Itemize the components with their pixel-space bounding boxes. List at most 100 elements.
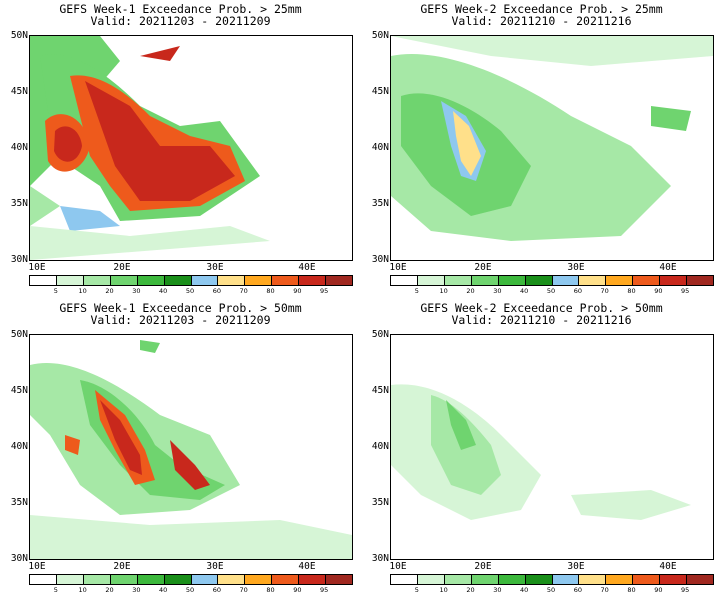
lat-label-50n: 50N xyxy=(10,329,28,340)
probability-map xyxy=(29,334,353,560)
colorbar-tick-label: 10 xyxy=(439,586,448,594)
colorbar-swatch xyxy=(660,276,688,285)
colorbar xyxy=(390,574,714,585)
colorbar-tick-label: 90 xyxy=(293,586,302,594)
colorbar-swatch xyxy=(579,575,607,584)
colorbar-tick-label: 10 xyxy=(78,287,87,295)
colorbar-swatch xyxy=(606,276,634,285)
colorbar-swatch xyxy=(110,276,138,285)
map-canvas xyxy=(391,384,691,520)
lon-label-10e: 10E xyxy=(389,561,407,572)
lat-label-50n: 50N xyxy=(371,329,389,340)
colorbar-swatch xyxy=(417,276,445,285)
colorbar xyxy=(29,275,353,286)
colorbar-tick-label: 60 xyxy=(573,287,582,295)
colorbar-tick-label: 95 xyxy=(681,586,690,594)
lat-label-35n: 35N xyxy=(10,497,28,508)
colorbar-tick-label: 5 xyxy=(53,586,58,594)
panel-valid-dates: Valid: 20211210 - 20211216 xyxy=(451,14,632,28)
colorbar-tick-label: 60 xyxy=(212,586,221,594)
colorbar-tick-label: 20 xyxy=(105,287,114,295)
lon-label-30e: 30E xyxy=(567,561,585,572)
lat-label-45n: 45N xyxy=(371,385,389,396)
colorbar-swatch xyxy=(164,575,192,584)
colorbar-tick-label: 95 xyxy=(320,287,329,295)
colorbar-tick-label: 40 xyxy=(520,586,529,594)
panel-title: GEFS Week-1 Exceedance Prob. > 50mm xyxy=(59,301,302,315)
lat-label-35n: 35N xyxy=(371,497,389,508)
colorbar-tick-label: 80 xyxy=(627,287,636,295)
lat-label-35n: 35N xyxy=(10,198,28,209)
colorbar-tick-label: 50 xyxy=(546,287,556,295)
colorbar-swatch xyxy=(164,276,192,285)
colorbar-swatch xyxy=(498,276,526,285)
colorbar-tick-label: 50 xyxy=(185,586,195,594)
lat-label-50n: 50N xyxy=(10,30,28,41)
colorbar-swatch xyxy=(326,276,353,285)
colorbar-swatch xyxy=(30,276,57,285)
colorbar-tick-label: 60 xyxy=(212,287,221,295)
colorbar-tick-label: 90 xyxy=(654,586,663,594)
colorbar-swatch xyxy=(137,575,165,584)
colorbar-swatch xyxy=(326,575,353,584)
colorbar-swatch xyxy=(83,276,111,285)
colorbar xyxy=(29,574,353,585)
colorbar xyxy=(390,275,714,286)
colorbar-tick-label: 30 xyxy=(132,287,141,295)
colorbar-tick-label: 40 xyxy=(520,287,529,295)
colorbar-tick-label: 5 xyxy=(53,287,58,295)
colorbar-swatch xyxy=(391,276,418,285)
colorbar-swatch xyxy=(272,276,300,285)
colorbar-tick-label: 40 xyxy=(159,287,168,295)
colorbar-swatch xyxy=(579,276,607,285)
lon-label-40e: 40E xyxy=(298,262,316,273)
lon-label-10e: 10E xyxy=(389,262,407,273)
lon-label-30e: 30E xyxy=(206,561,224,572)
colorbar-tick-label: 80 xyxy=(266,586,275,594)
panel-title: GEFS Week-2 Exceedance Prob. > 25mm xyxy=(420,2,663,16)
lon-label-10e: 10E xyxy=(28,561,46,572)
probability-map xyxy=(29,35,353,261)
colorbar-swatch xyxy=(498,575,526,584)
lat-label-50n: 50N xyxy=(371,30,389,41)
colorbar-swatch xyxy=(417,575,445,584)
colorbar-tick-label: 90 xyxy=(654,287,663,295)
lon-label-40e: 40E xyxy=(298,561,316,572)
colorbar-tick-label: 70 xyxy=(600,287,609,295)
colorbar-swatch xyxy=(552,276,580,285)
colorbar-swatch xyxy=(687,575,714,584)
lat-label-40n: 40N xyxy=(371,142,389,153)
colorbar-tick-label: 30 xyxy=(493,586,502,594)
colorbar-tick-label: 20 xyxy=(466,586,475,594)
panel-valid-dates: Valid: 20211210 - 20211216 xyxy=(451,313,632,327)
lon-label-40e: 40E xyxy=(659,561,677,572)
colorbar-swatch xyxy=(444,575,472,584)
lat-label-30n: 30N xyxy=(10,254,28,265)
lat-label-40n: 40N xyxy=(371,441,389,452)
colorbar-swatch xyxy=(110,575,138,584)
colorbar-swatch xyxy=(83,575,111,584)
colorbar-swatch xyxy=(471,276,499,285)
colorbar-swatch xyxy=(606,575,634,584)
colorbar-swatch xyxy=(245,276,273,285)
probability-map xyxy=(390,334,714,560)
colorbar-swatch xyxy=(299,575,327,584)
colorbar-swatch xyxy=(391,575,418,584)
colorbar-tick-label: 5 xyxy=(414,287,419,295)
colorbar-swatch xyxy=(552,575,580,584)
lat-label-45n: 45N xyxy=(371,86,389,97)
colorbar-swatch xyxy=(687,276,714,285)
lon-label-30e: 30E xyxy=(206,262,224,273)
colorbar-tick-label: 95 xyxy=(681,287,690,295)
colorbar-tick-label: 20 xyxy=(466,287,475,295)
colorbar-swatch xyxy=(56,276,84,285)
colorbar-swatch xyxy=(272,575,300,584)
colorbar-swatch xyxy=(245,575,273,584)
lat-label-35n: 35N xyxy=(371,198,389,209)
colorbar-tick-label: 90 xyxy=(293,287,302,295)
colorbar-tick-label: 10 xyxy=(439,287,448,295)
colorbar-swatch xyxy=(218,575,246,584)
colorbar-tick-label: 20 xyxy=(105,586,114,594)
lat-label-30n: 30N xyxy=(371,254,389,265)
colorbar-swatch xyxy=(525,276,553,285)
